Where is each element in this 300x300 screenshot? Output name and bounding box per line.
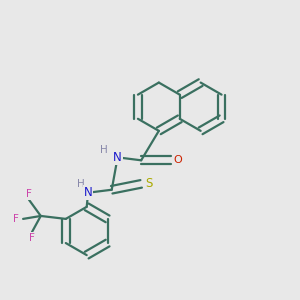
Text: S: S (145, 177, 152, 190)
Text: H: H (100, 145, 108, 155)
Text: F: F (29, 233, 35, 243)
Text: N: N (84, 186, 92, 199)
Text: F: F (26, 189, 32, 199)
Text: H: H (77, 179, 85, 190)
Text: N: N (113, 151, 122, 164)
Text: F: F (13, 214, 19, 224)
Text: O: O (174, 155, 182, 165)
